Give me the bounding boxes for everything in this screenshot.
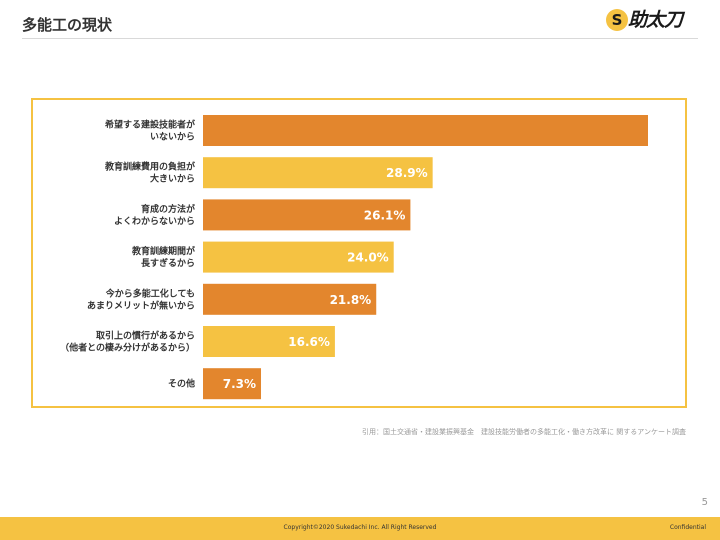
category-label: 今から多能工化してもあまりメリットが無いから — [87, 287, 195, 311]
value-label: 28.9% — [386, 166, 428, 180]
page-number: 5 — [701, 497, 708, 508]
page-title: 多能工の現状 — [22, 16, 113, 34]
value-label: 24.0% — [347, 251, 389, 265]
title-divider — [22, 38, 698, 39]
bar — [203, 199, 411, 231]
bar-row-4: 今から多能工化してもあまりメリットが無いから 21.8% — [87, 283, 377, 315]
bar — [203, 368, 262, 400]
bar-row-3: 教育訓練期間が長すぎるから 24.0% — [131, 241, 394, 273]
bar-row-2: 育成の方法がよくわからないから 26.1% — [114, 199, 411, 231]
logo-mark-icon: S — [606, 9, 628, 31]
chart-frame: 希望する建設技能者がいないから 教育訓練費用の負担が大きいから 28.9% 育成の方法… — [31, 98, 687, 408]
value-label: 16.6% — [288, 335, 330, 349]
bar — [203, 157, 433, 189]
footer-copyright: Copyright©2020 Sukedachi Inc. All Right … — [283, 524, 437, 531]
source-note: 引用：国土交通省・建設業振興基金 建設技能労働者の多能工化・働き方改革に 関する… — [362, 428, 686, 436]
bar — [203, 326, 335, 357]
category-label: 育成の方法がよくわからないから — [114, 203, 196, 227]
brand-logo: S 助太刀 — [606, 8, 700, 34]
category-label: 教育訓練費用の負担が大きいから — [104, 161, 196, 185]
bar — [203, 241, 394, 273]
category-label: 教育訓練期間が長すぎるから — [131, 245, 196, 269]
bar-row-1: 教育訓練費用の負担が大きいから 28.9% — [104, 157, 433, 189]
value-label: 7.3% — [223, 377, 256, 391]
bar-row-5: 取引上の慣行があるから（他者との棲み分けがあるから） 16.6% — [60, 326, 335, 357]
category-label: 希望する建設技能者がいないから — [105, 119, 196, 143]
category-label: その他 — [168, 378, 195, 390]
value-label: 21.8% — [330, 293, 372, 307]
bar-row-0: 希望する建設技能者がいないから — [105, 115, 648, 146]
bar-row-6: その他 7.3% — [168, 368, 262, 400]
logo-wordmark: 助太刀 — [628, 9, 683, 31]
footer-confidential: Confidential — [669, 524, 706, 531]
category-label: 取引上の慣行があるから（他者との棲み分けがあるから） — [60, 330, 195, 354]
bar — [203, 115, 648, 146]
value-label: 26.1% — [364, 208, 406, 222]
bar — [203, 283, 377, 315]
footer-bar: Copyright©2020 Sukedachi Inc. All Right … — [0, 517, 720, 540]
